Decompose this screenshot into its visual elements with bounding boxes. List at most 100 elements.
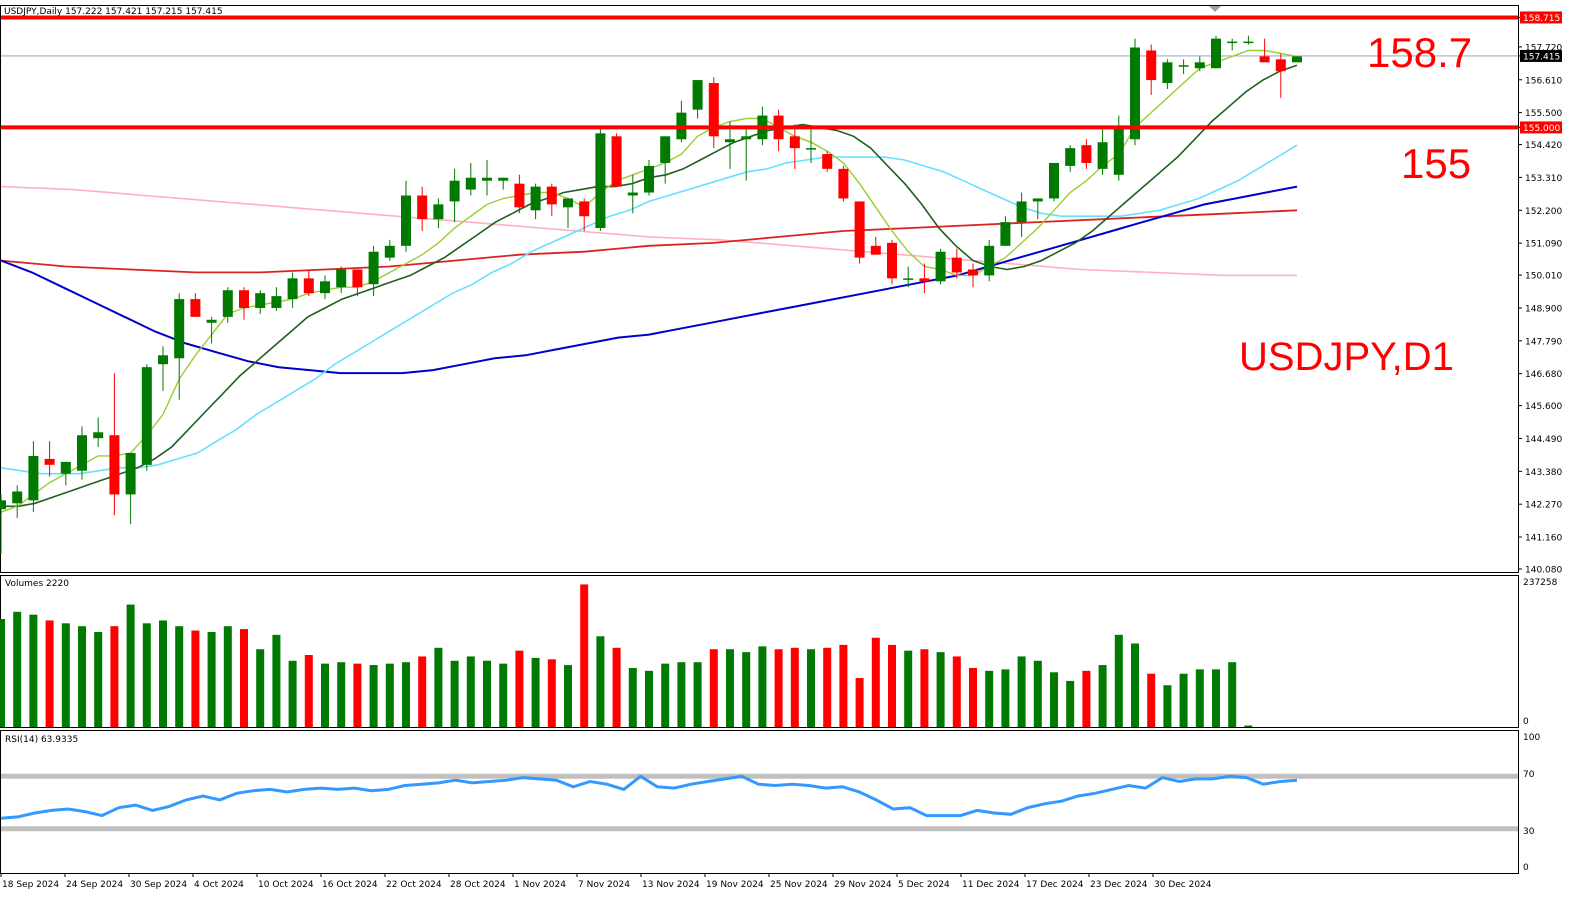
candle-body bbox=[352, 269, 363, 288]
volume-bar bbox=[78, 626, 86, 727]
volume-bar bbox=[985, 670, 994, 727]
candles[interactable] bbox=[0, 35, 1302, 554]
candle-body bbox=[838, 168, 849, 199]
price-tick-label: 140.080 bbox=[1525, 566, 1562, 576]
candle-body bbox=[903, 278, 914, 280]
candle-body bbox=[1243, 41, 1254, 44]
volume-bar bbox=[1114, 634, 1123, 727]
candle-body bbox=[1065, 148, 1076, 166]
price-tick-label: 147.790 bbox=[1525, 337, 1562, 347]
volume-bar bbox=[418, 656, 427, 727]
candle-body bbox=[1194, 62, 1205, 69]
candle-body bbox=[158, 355, 168, 365]
candle-body bbox=[789, 136, 800, 149]
price-tick-label: 157.720 bbox=[1525, 43, 1562, 53]
time-label: 24 Sep 2024 bbox=[66, 880, 123, 890]
volume-bar bbox=[871, 637, 880, 727]
price-tick-label: 153.310 bbox=[1525, 174, 1562, 184]
volume-bar bbox=[580, 584, 589, 727]
volume-bar bbox=[1163, 685, 1172, 727]
candle-body bbox=[870, 245, 881, 255]
volume-bar bbox=[1001, 669, 1010, 727]
level-low-annotation: 155 bbox=[1401, 140, 1471, 187]
candle-body bbox=[595, 133, 606, 229]
volume-bar bbox=[774, 649, 783, 727]
time-label: 13 Nov 2024 bbox=[642, 880, 700, 890]
volume-bar bbox=[661, 663, 670, 727]
candle-body bbox=[1211, 38, 1221, 69]
candle-body bbox=[384, 245, 395, 258]
price-tag-label: 158.715 bbox=[1523, 14, 1560, 24]
candle-body bbox=[482, 177, 492, 181]
candle-body bbox=[239, 290, 249, 308]
time-label: 18 Sep 2024 bbox=[2, 880, 59, 890]
volume-bar bbox=[1066, 680, 1075, 727]
volume-bar bbox=[1244, 725, 1253, 727]
volume-bar bbox=[693, 662, 702, 727]
volume-bar bbox=[256, 649, 265, 727]
volume-bar bbox=[839, 644, 848, 727]
volume-bar bbox=[823, 647, 832, 727]
header-symbol-text: USDJPY,Daily 157.222 157.421 157.215 157… bbox=[4, 7, 223, 17]
candle-body bbox=[1113, 127, 1124, 175]
volume-bar bbox=[628, 667, 637, 727]
candle-body bbox=[12, 491, 23, 504]
candle-body bbox=[401, 195, 411, 246]
candle-body bbox=[303, 278, 314, 294]
candle-body bbox=[627, 192, 638, 196]
candle-body bbox=[222, 290, 233, 317]
candle-body bbox=[935, 251, 946, 282]
time-label: 16 Oct 2024 bbox=[322, 880, 378, 890]
price-tag-label: 155.000 bbox=[1523, 124, 1560, 134]
candle-body bbox=[611, 136, 622, 187]
volume-bar bbox=[596, 636, 605, 727]
volume-bar bbox=[547, 659, 556, 727]
candle-body bbox=[1227, 41, 1238, 44]
volume-bar bbox=[645, 670, 653, 727]
volume-bar bbox=[1050, 672, 1058, 727]
volume-bar bbox=[321, 663, 329, 727]
volume-bar bbox=[110, 626, 119, 727]
volume-bar bbox=[807, 649, 815, 727]
shift-marker-icon[interactable] bbox=[1209, 6, 1221, 12]
candle-body bbox=[77, 435, 87, 471]
volume-bar bbox=[1033, 660, 1042, 727]
candle-body bbox=[968, 269, 978, 276]
volume-bar bbox=[94, 631, 103, 727]
time-label: 19 Nov 2024 bbox=[706, 880, 764, 890]
ma200-line bbox=[0, 185, 1297, 277]
candle-body bbox=[1292, 56, 1302, 63]
candle-body bbox=[563, 198, 573, 208]
candle-body bbox=[725, 139, 735, 143]
ma20-line bbox=[0, 144, 1298, 475]
candle-body bbox=[498, 177, 509, 181]
volume-bar bbox=[969, 667, 977, 727]
candle-body bbox=[1162, 62, 1173, 84]
volume-bar bbox=[888, 644, 896, 727]
volume-bar bbox=[353, 663, 362, 727]
volume-bar bbox=[61, 623, 70, 727]
candle-body bbox=[271, 296, 282, 308]
volume-bar bbox=[402, 662, 410, 727]
candle-body bbox=[919, 278, 930, 282]
candle-body bbox=[806, 148, 816, 150]
volume-bar bbox=[1195, 669, 1204, 727]
volume-bar bbox=[920, 649, 929, 727]
volume-bar bbox=[191, 630, 200, 727]
candle-body bbox=[579, 201, 590, 217]
horizontal-lines[interactable] bbox=[1, 15, 1518, 130]
volume-bar bbox=[385, 663, 394, 727]
price-tag-box bbox=[1520, 49, 1562, 62]
time-label: 17 Dec 2024 bbox=[1026, 880, 1084, 890]
candle-body bbox=[887, 242, 897, 279]
volume-bar bbox=[515, 650, 524, 727]
volume-bar bbox=[742, 652, 751, 727]
price-tick-label: 155.500 bbox=[1525, 109, 1562, 119]
candle-body bbox=[190, 299, 201, 317]
price-tag-box bbox=[1520, 11, 1562, 24]
volume-bar bbox=[1228, 662, 1237, 727]
candle-body bbox=[854, 201, 865, 258]
candle-body bbox=[287, 278, 298, 300]
price-tick-label: 152.200 bbox=[1525, 207, 1562, 217]
candle-body bbox=[109, 435, 120, 495]
